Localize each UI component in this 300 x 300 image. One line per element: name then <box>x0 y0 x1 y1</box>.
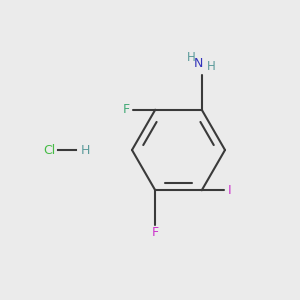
Text: F: F <box>123 103 130 116</box>
Text: H: H <box>80 143 90 157</box>
Text: Cl: Cl <box>43 143 56 157</box>
Text: H: H <box>187 51 196 64</box>
Text: H: H <box>207 60 216 73</box>
Text: N: N <box>194 57 203 70</box>
Text: I: I <box>228 184 232 197</box>
Text: F: F <box>152 226 159 239</box>
